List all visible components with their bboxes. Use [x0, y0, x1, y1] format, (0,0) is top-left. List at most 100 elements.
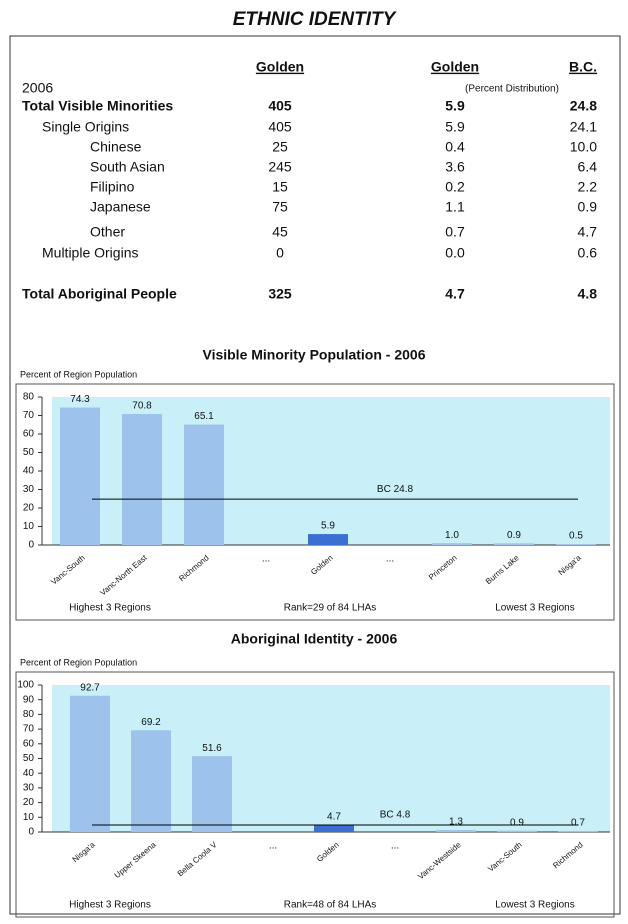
chart-frame [15, 383, 615, 621]
cell: 405 [268, 119, 292, 135]
bar [192, 756, 232, 832]
x-tick-label: ... [262, 554, 270, 565]
row-label: Total Aboriginal People [22, 286, 177, 302]
data-label: 4.7 [327, 812, 341, 823]
row-label: Single Origins [42, 119, 129, 135]
data-label: 5.9 [321, 521, 335, 532]
data-label: 1.3 [449, 817, 463, 828]
cell: 75 [272, 199, 288, 215]
cell: 6.4 [578, 159, 598, 175]
cell: 0.2 [445, 179, 465, 195]
data-label: 51.6 [202, 743, 222, 754]
x-tick-label: ... [386, 554, 394, 565]
y-tick-label: 50 [23, 753, 35, 764]
note: Lowest 3 Regions [495, 900, 575, 911]
data-label: 0.9 [510, 817, 524, 828]
y-tick-label: 40 [23, 466, 35, 477]
cell: 0.6 [578, 245, 598, 261]
bar [314, 825, 354, 832]
chart-frame [15, 671, 615, 918]
cell: 4.7 [445, 286, 465, 302]
y-tick-label: 70 [23, 724, 35, 735]
cell: 24.8 [570, 98, 597, 114]
column-header: Golden [256, 59, 304, 75]
data-label: 0.9 [507, 530, 521, 541]
note: Lowest 3 Regions [495, 603, 575, 614]
y-tick-label: 30 [23, 484, 35, 495]
y-tick-label: 30 [23, 783, 35, 794]
y-tick-label: 60 [23, 738, 35, 749]
bar [70, 695, 110, 832]
cell: 4.8 [578, 286, 598, 302]
row-label: Total Visible Minorities [22, 98, 173, 114]
data-label: 92.7 [80, 682, 100, 693]
row-label: Filipino [90, 179, 135, 195]
x-tick-label: Bella Coola V [176, 840, 219, 878]
note: Highest 3 Regions [69, 603, 151, 614]
reference-label: BC 4.8 [380, 810, 411, 821]
page-title: ETHNIC IDENTITY [233, 9, 398, 30]
chart-title: Aboriginal Identity - 2006 [231, 631, 398, 647]
y-axis-label: Percent of Region Population [20, 369, 137, 379]
x-tick-label: Golden [309, 553, 335, 576]
bar [436, 830, 476, 832]
y-tick-label: 10 [23, 812, 35, 823]
x-tick-label: ... [391, 841, 399, 852]
note: Rank=48 of 84 LHAs [284, 900, 377, 911]
cell: 3.6 [445, 159, 465, 175]
y-tick-label: 80 [23, 709, 35, 720]
data-label: 65.1 [194, 411, 214, 422]
bar [184, 424, 224, 545]
note: Highest 3 Regions [69, 900, 151, 911]
bar [122, 414, 162, 545]
row-label: Multiple Origins [42, 245, 138, 261]
data-label: 0.5 [569, 531, 583, 542]
y-tick-label: 40 [23, 768, 35, 779]
cell: 24.1 [570, 119, 597, 135]
data-label: 69.2 [141, 717, 161, 728]
column-header: B.C. [569, 59, 597, 75]
y-tick-label: 20 [23, 503, 35, 514]
bar [556, 544, 596, 545]
cell: 405 [268, 98, 292, 114]
x-tick-label: Burns Lake [484, 553, 521, 586]
bar [131, 730, 171, 832]
x-tick-label: Nisga'a [557, 553, 583, 577]
x-tick-label: Richmond [551, 840, 584, 870]
x-tick-label: Upper Skeena [113, 840, 158, 880]
data-label: 0.7 [571, 818, 585, 829]
row-label: Other [90, 224, 125, 240]
y-tick-label: 90 [23, 694, 35, 705]
bar [432, 543, 472, 545]
y-tick-label: 10 [23, 521, 35, 532]
x-tick-label: Vanc-South [486, 840, 523, 873]
row-label: Japanese [90, 199, 151, 215]
x-tick-label: Golden [315, 840, 341, 863]
y-tick-label: 20 [23, 797, 35, 808]
chart-title: Visible Minority Population - 2006 [202, 347, 425, 363]
cell: 0 [276, 245, 284, 261]
y-tick-label: 80 [23, 392, 35, 403]
cell: 1.1 [445, 199, 465, 215]
cell: 5.9 [445, 98, 465, 114]
data-label: 1.0 [445, 530, 459, 541]
cell: 5.9 [445, 119, 465, 135]
reference-label: BC 24.8 [377, 484, 414, 495]
cell: 15 [272, 179, 288, 195]
cell: 25 [272, 139, 288, 155]
x-tick-label: Richmond [177, 553, 210, 583]
bar [494, 543, 534, 545]
row-label: Chinese [90, 139, 142, 155]
x-tick-label: Princeton [427, 553, 459, 582]
x-tick-label: Vanc-South [49, 553, 86, 586]
subheader: (Percent Distribution) [465, 84, 559, 95]
cell: 0.9 [578, 199, 598, 215]
year: 2006 [22, 80, 53, 96]
page-frame [9, 35, 621, 915]
y-tick-label: 70 [23, 410, 35, 421]
x-tick-label: Vanc-North East [98, 553, 149, 598]
column-header: Golden [431, 59, 479, 75]
y-axis-label: Percent of Region Population [20, 657, 137, 667]
bar [497, 830, 537, 832]
cell: 0.7 [445, 224, 465, 240]
